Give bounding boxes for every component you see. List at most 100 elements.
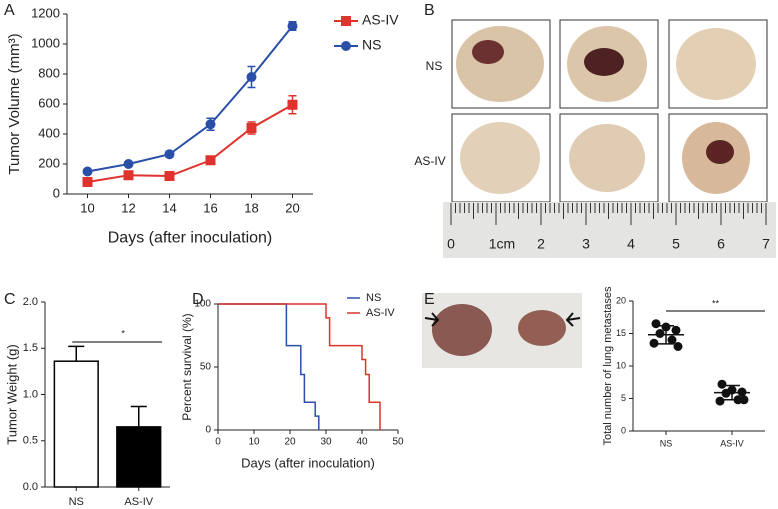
y-tick-label: 200 (38, 155, 60, 170)
tumor (456, 26, 544, 102)
tumor-photos: B NS AS-IV 0 1cm 2 3 4 5 6 7 (414, 2, 776, 258)
row-label: AS-IV (414, 154, 445, 168)
y-tick-label: 20 (616, 295, 626, 305)
bar (53, 360, 99, 488)
series-line (87, 103, 293, 183)
x-tick-label: 20 (285, 200, 299, 215)
y-tick-label: 1.0 (23, 388, 38, 400)
y-tick-label: 2.0 (23, 296, 38, 308)
ruler-label: 1cm (489, 236, 515, 252)
point (671, 325, 681, 335)
y-tick-label: 1.5 (23, 342, 38, 354)
y-tick-label: 800 (38, 65, 60, 80)
panel-label: C (4, 291, 16, 308)
marker (164, 149, 175, 160)
marker (82, 177, 93, 187)
y-axis-label: Total number of lung metastases (602, 286, 614, 445)
error-bar (724, 384, 740, 401)
x-tick-label: 14 (162, 200, 176, 215)
legend-label: NS (362, 37, 381, 53)
ruler-label: 7 (762, 236, 770, 252)
ruler-label: 3 (582, 236, 590, 252)
y-tick-label: 0.0 (23, 481, 38, 493)
y-tick-label: 1000 (31, 35, 60, 50)
marker (246, 123, 257, 133)
tumor (569, 124, 645, 192)
legend-label: AS-IV (366, 307, 395, 319)
marker (164, 171, 175, 181)
marker (287, 99, 298, 110)
arrow (424, 312, 440, 327)
ruler-label: 2 (537, 236, 545, 252)
legend-label: NS (366, 292, 381, 304)
x-tick-label: 10 (80, 200, 94, 215)
y-axis-label: Tumor Weight (g) (4, 344, 19, 444)
tumor-spot (472, 40, 504, 64)
legend-marker (341, 41, 351, 51)
lung-photo (422, 293, 582, 368)
point (651, 319, 661, 329)
ruler-label: 0 (447, 236, 455, 252)
legend-label: AS-IV (362, 12, 399, 28)
lung (518, 310, 566, 346)
ruler-label: 4 (627, 236, 635, 252)
tumor-spot (584, 48, 624, 76)
survival-curve (218, 303, 381, 430)
y-tick-label: 1200 (31, 5, 60, 20)
y-tick-label: 0.5 (23, 435, 38, 447)
error-bar (68, 345, 85, 362)
point (649, 338, 659, 348)
y-tick-label: 0 (205, 425, 211, 436)
point (667, 335, 677, 345)
x-axis-label: Days (after inoculation) (241, 455, 375, 470)
panel-label: A (4, 2, 15, 19)
marker (123, 170, 134, 181)
marker (123, 159, 134, 169)
error-bar (658, 324, 674, 345)
y-tick-label: 5 (621, 393, 626, 403)
ruler-label: 5 (672, 236, 680, 252)
bar (116, 426, 162, 488)
y-tick-label: 15 (616, 328, 626, 338)
significance-label: * (121, 328, 125, 338)
x-tick-label: AS-IV (720, 438, 744, 448)
x-tick-label: AS-IV (124, 496, 153, 508)
x-tick-label: 30 (320, 437, 332, 448)
y-tick-label: 400 (38, 125, 60, 140)
y-tick-label: 600 (38, 95, 60, 110)
panel-label: B (424, 2, 435, 19)
marker (205, 119, 216, 130)
tumor (676, 28, 756, 100)
marker (205, 155, 216, 166)
y-axis-label: Tumor Volume (mm³) (6, 33, 23, 174)
point (717, 379, 727, 389)
panel-label: D (192, 291, 204, 308)
x-tick-label: 50 (392, 437, 404, 448)
point (655, 329, 665, 338)
point (673, 342, 683, 351)
legend-marker (341, 16, 351, 26)
x-tick-label: 40 (356, 437, 368, 448)
arrow (565, 312, 581, 327)
x-tick-label: 16 (203, 200, 217, 215)
marker (82, 166, 93, 177)
x-tick-label: 18 (244, 200, 258, 215)
significance-label: ** (712, 298, 720, 308)
x-axis-label: Days (after inoculation) (108, 229, 273, 246)
x-tick-label: 20 (284, 437, 296, 448)
ruler-label: 6 (717, 236, 725, 252)
x-tick-label: NS (660, 438, 673, 448)
panel-label: E (424, 291, 435, 308)
x-tick-label: NS (69, 496, 84, 508)
point (715, 396, 725, 406)
x-tick-label: 0 (215, 437, 221, 448)
x-tick-label: 12 (121, 200, 135, 215)
tumor (460, 122, 540, 194)
ruler-ticks: 0 1cm 2 3 4 5 6 7 (447, 203, 770, 252)
row-label: NS (426, 59, 443, 73)
lung (432, 304, 492, 356)
series-line (87, 25, 294, 173)
x-tick-label: 10 (248, 437, 260, 448)
